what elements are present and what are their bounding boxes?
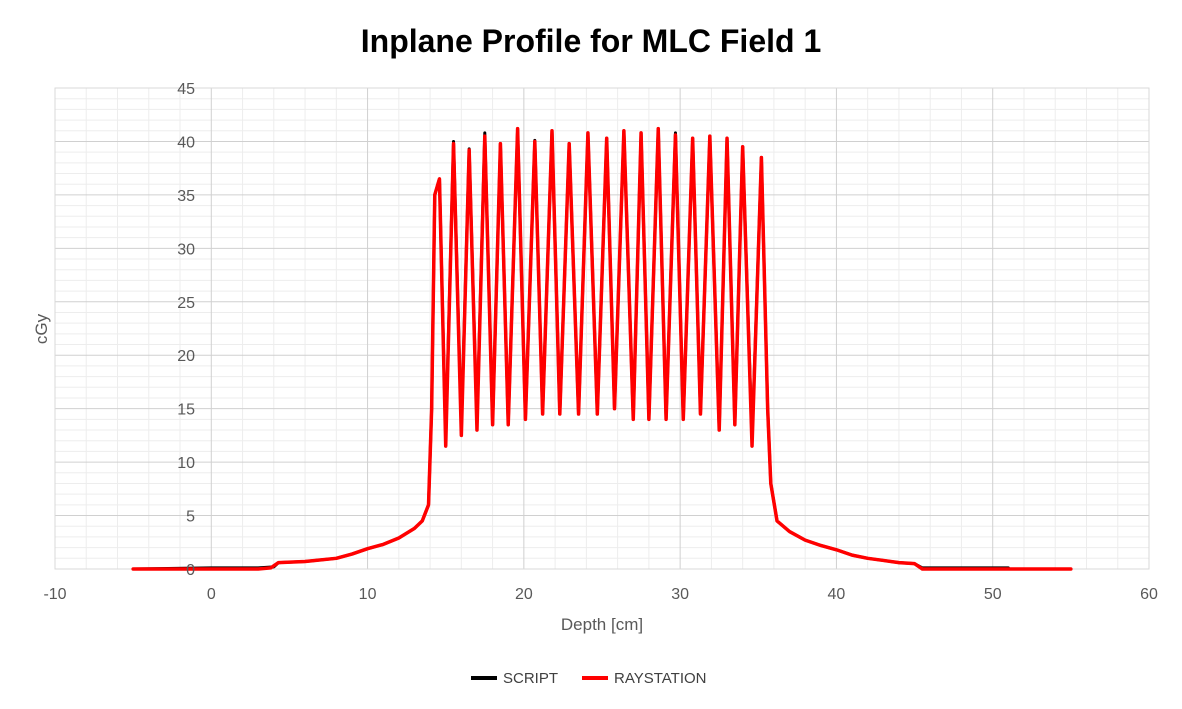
x-axis-ticks: -10 0 10 20 30 40 50 60 bbox=[43, 586, 1158, 603]
x-tick-label: 50 bbox=[984, 586, 1002, 603]
y-tick-label: 25 bbox=[177, 295, 195, 312]
y-tick-label: 10 bbox=[177, 455, 195, 472]
chart-title: Inplane Profile for MLC Field 1 bbox=[361, 23, 821, 59]
legend-label-script: SCRIPT bbox=[503, 670, 558, 687]
x-tick-label: 20 bbox=[515, 586, 533, 603]
y-tick-label: 40 bbox=[177, 134, 195, 151]
plot-border bbox=[54, 87, 1150, 570]
x-tick-label: 40 bbox=[828, 586, 846, 603]
y-tick-label: 5 bbox=[186, 509, 195, 526]
x-tick-label: -10 bbox=[43, 586, 66, 603]
x-tick-label: 0 bbox=[207, 586, 216, 603]
x-tick-label: 10 bbox=[359, 586, 377, 603]
y-tick-label: 30 bbox=[177, 241, 195, 258]
y-tick-label: 0 bbox=[186, 562, 195, 579]
y-axis-label: cGy bbox=[32, 313, 51, 344]
x-tick-label: 30 bbox=[671, 586, 689, 603]
x-axis-label: Depth [cm] bbox=[561, 615, 643, 634]
legend: SCRIPT RAYSTATION bbox=[471, 670, 707, 687]
y-tick-label: 15 bbox=[177, 402, 195, 419]
y-tick-label: 20 bbox=[177, 348, 195, 365]
y-tick-label: 35 bbox=[177, 188, 195, 205]
legend-label-raystation: RAYSTATION bbox=[614, 670, 707, 687]
series-line-raystation bbox=[131, 126, 1073, 571]
y-tick-label: 45 bbox=[177, 81, 195, 98]
plot-area bbox=[54, 87, 1150, 570]
y-axis-ticks: 0 5 10 15 20 25 30 35 40 45 bbox=[177, 81, 195, 579]
series-layer bbox=[131, 126, 1073, 571]
x-tick-label: 60 bbox=[1140, 586, 1158, 603]
